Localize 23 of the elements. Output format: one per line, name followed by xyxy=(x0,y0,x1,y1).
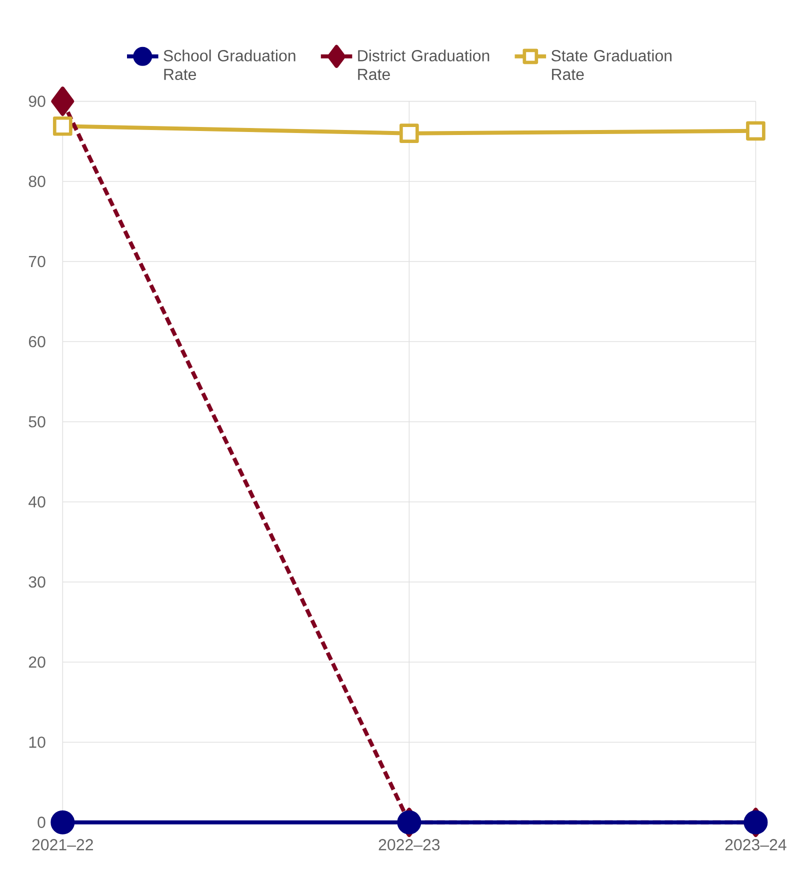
y-tick-label: 30 xyxy=(28,576,46,588)
y-tick-label: 90 xyxy=(29,96,46,107)
point xyxy=(53,116,72,136)
point xyxy=(50,810,75,834)
point xyxy=(746,121,766,141)
x-tick-label: 2021–22 xyxy=(32,839,94,850)
y-tick-label: 80 xyxy=(28,176,46,188)
point xyxy=(51,86,74,116)
y-tick-label: 70 xyxy=(29,256,46,268)
x-tick-label: 2022–23 xyxy=(378,839,440,850)
y-tick-label: 20 xyxy=(29,656,46,668)
y-tick-label: 40 xyxy=(28,496,46,508)
y-tick-label: 60 xyxy=(29,336,46,348)
legend-label: District Graduation Rate xyxy=(358,50,490,80)
x-tick-label: 2023–24 xyxy=(726,839,787,850)
legend-label: School Graduation Rate xyxy=(164,50,296,80)
point xyxy=(400,124,419,144)
y-tick-label: 50 xyxy=(28,416,46,428)
y-tick-label: 0 xyxy=(38,816,46,828)
point xyxy=(397,810,422,834)
legend-label: State Graduation Rate xyxy=(552,50,672,80)
y-tick-label: 10 xyxy=(30,736,46,748)
point xyxy=(744,810,768,834)
